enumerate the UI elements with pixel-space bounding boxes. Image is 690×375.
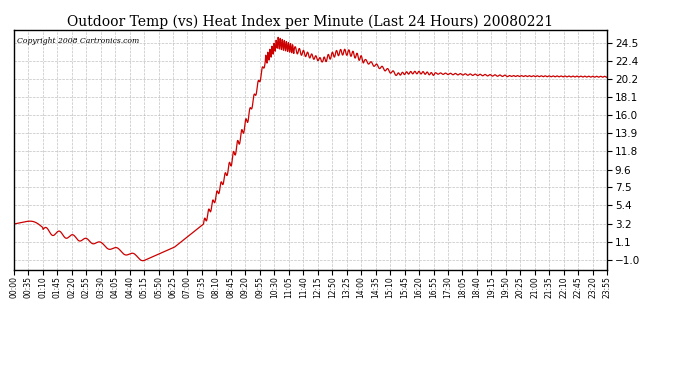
Text: Copyright 2008 Cartronics.com: Copyright 2008 Cartronics.com [17, 37, 139, 45]
Title: Outdoor Temp (vs) Heat Index per Minute (Last 24 Hours) 20080221: Outdoor Temp (vs) Heat Index per Minute … [68, 15, 553, 29]
